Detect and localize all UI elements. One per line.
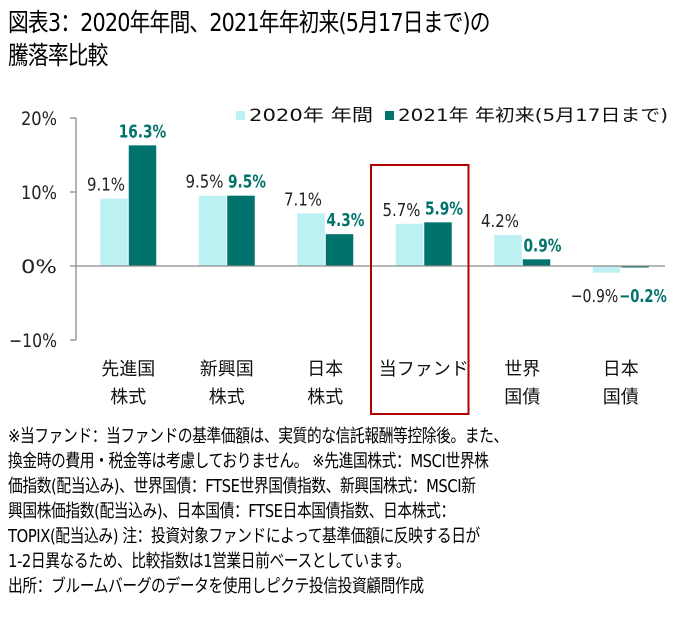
bar-2020 (297, 213, 325, 266)
note-line: ※当ファンド：当ファンドの基準価額は、実質的な信託報酬等控除後。また、 (8, 426, 508, 447)
source-line: 出所：ブルームバーグのデータを使用しピクテ投信投資顧問作成 (8, 576, 424, 597)
data-label-2020: 5.7% (383, 200, 421, 221)
bar-2020 (592, 266, 621, 273)
x-category-label: 株式 (307, 387, 343, 408)
title-line-1: 図表3：2020年年間、2021年年初来(5月17日まで)の (8, 8, 491, 37)
data-label-2021: 9.5% (228, 172, 266, 193)
data-label-2020: −0.9% (571, 286, 619, 307)
x-category-label: 当ファンド (379, 359, 469, 380)
x-category-label: 国債 (603, 387, 639, 408)
data-label-2021: 5.9% (425, 198, 463, 219)
title-line-2: 騰落率比較 (8, 41, 108, 70)
data-label-2021: 4.3% (327, 210, 365, 231)
note-line: 興国株価指数(配当込み)、日本国債：FTSE日本国債指数、日本株式： (8, 501, 455, 522)
data-label-2021: 16.3% (119, 121, 167, 142)
y-tick-label: 0% (21, 256, 57, 278)
bar-2021 (128, 145, 157, 266)
data-label-2020: 9.5% (186, 172, 224, 193)
x-category-label: 日本 (603, 359, 639, 380)
x-category-label: 新興国 (200, 359, 254, 380)
legend-swatch-2020 (236, 111, 245, 120)
chart-title: 図表3：2020年年間、2021年年初来(5月17日まで)の 騰落率比較 (8, 6, 491, 72)
x-category-label: 世界 (504, 359, 540, 380)
data-label-2020: 9.1% (87, 175, 125, 196)
note-line: TOPIX(配当込み) 注：投資対象ファンドによって基準価額に反映する日が (8, 526, 480, 547)
footnotes: ※当ファンド：当ファンドの基準価額は、実質的な信託報酬等控除後。また、 換金時の… (8, 424, 508, 599)
legend-label-2020: 2020年 年間 (249, 106, 373, 126)
y-tick-label: −10% (9, 330, 57, 352)
bar-2020 (395, 223, 424, 266)
x-category-label: 株式 (209, 387, 245, 408)
bar-2020 (100, 198, 128, 266)
data-label-2021: −0.2% (619, 286, 667, 307)
note-line: 1-2日異なるため、比較指数は1営業日前ベースとしています。 (8, 551, 411, 572)
x-category-label: 日本 (307, 359, 343, 380)
bar-2020 (494, 234, 522, 266)
y-tick-label: 10% (21, 182, 57, 204)
x-category-label: 先進国 (101, 359, 155, 380)
note-line: 価指数(配当込み)、世界国債：FTSE世界国債指数、新興国株式：MSCI新 (8, 476, 476, 497)
bar-2020 (198, 195, 227, 266)
note-line: 換金時の費用・税金等は考慮しておりません。 ※先進国株式：MSCI世界株 (8, 451, 489, 472)
highlight-box (370, 164, 470, 415)
legend-label-2021: 2021年 年初来(5月17日まで) (398, 106, 668, 126)
bar-2021 (424, 222, 452, 266)
bar-2021 (621, 266, 649, 268)
x-category-label: 株式 (110, 387, 146, 408)
bar-2021 (325, 234, 354, 266)
legend-swatch-2021 (385, 111, 394, 120)
y-tick-label: 20% (21, 108, 57, 130)
x-category-label: 国債 (504, 387, 540, 408)
bar-2021 (522, 259, 551, 266)
data-label-2020: 4.2% (481, 211, 519, 232)
data-label-2020: 7.1% (284, 189, 322, 210)
bar-chart: 20% 10% 0% −10% 9.1% 16.3% 9.5% 9.5% 7.1%4.3% 5.7… (9, 106, 668, 415)
bar-2021 (227, 195, 255, 266)
data-label-2021: 0.9% (524, 235, 562, 256)
